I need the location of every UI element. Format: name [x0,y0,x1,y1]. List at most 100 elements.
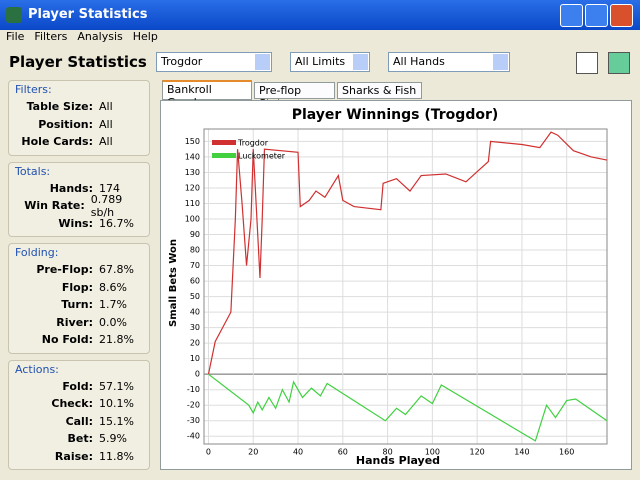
stats-panel: Filters: Table Size: All Position: All Hole C… [8,80,150,156]
x-tick-label: 160 [559,448,574,457]
stat-row: Win Rate: 0.789 sb/h [15,193,143,219]
y-tick-label: -20 [187,401,200,410]
x-axis-label: Hands Played [356,454,440,467]
hands-dropdown[interactable]: All Hands [388,52,510,72]
y-tick-label: 140 [185,152,200,161]
data-line [207,131,608,375]
stat-label: Wins: [58,216,93,230]
y-tick-label: 90 [190,230,200,239]
y-tick-label: 70 [190,261,200,270]
limits-dropdown[interactable]: All Limits [290,52,370,72]
stat-row: No Fold: 21.8% [15,331,143,349]
search-button[interactable] [576,52,598,74]
stat-label: River: [56,315,93,329]
close-button[interactable] [610,4,633,27]
stat-value: 5.9% [99,432,127,446]
y-tick-label: -30 [187,416,200,425]
stat-label: Call: [65,414,93,428]
legend-swatch [212,153,236,158]
stat-value: All [99,117,113,131]
stat-value: 174 [99,181,120,195]
legend-label: Trogdor [237,139,269,148]
stat-row: Raise: 11.8% [15,448,143,466]
stat-value: 10.1% [99,397,134,411]
menu-bar: File Filters Analysis Help [0,30,640,46]
y-tick-label: 130 [185,168,200,177]
stat-row: Turn: 1.7% [15,296,143,314]
stat-row: Hands: 174 [15,180,143,198]
tab[interactable]: Pre-flop Stats [254,82,335,110]
menu-item[interactable]: Filters [34,30,68,43]
panel-title: Filters: [15,83,52,96]
app-icon [6,7,22,23]
stat-row: River: 0.0% [15,314,143,332]
window-title: Player Statistics [28,7,148,22]
minimize-button[interactable] [560,4,583,27]
y-tick-label: 10 [190,354,200,363]
maximize-button[interactable] [585,4,608,27]
stat-label: Hands: [49,181,93,195]
x-tick-label: 140 [514,448,529,457]
stat-value: 57.1% [99,379,134,393]
y-tick-label: -10 [187,385,200,394]
stat-label: Flop: [61,280,93,294]
stat-value: 1.7% [99,298,127,312]
chart-title: Player Winnings (Trogdor) [292,107,499,123]
legend-swatch [212,140,236,145]
data-line [208,373,608,442]
stats-panel: Actions: Fold: 57.1% Check: 10.1% Call: 15.1% B… [8,359,150,470]
stat-row: Flop: 8.6% [15,279,143,297]
y-tick-label: 120 [185,183,200,192]
y-tick-label: 60 [190,277,200,286]
stat-value: 15.1% [99,414,134,428]
y-axis-label: Small Bets Won [168,239,179,327]
title-bar: Player Statistics [0,0,640,30]
y-tick-label: 40 [190,308,200,317]
stats-panel: Folding: Pre-Flop: 67.8% Flop: 8.6% Turn: 1.7%… [8,243,150,354]
stat-label: Turn: [61,298,93,312]
chart: Player Winnings (Trogdor) Hands Played S… [160,100,632,470]
y-tick-label: 110 [185,199,200,208]
x-tick-label: 60 [338,448,348,457]
stat-row: Call: 15.1% [15,413,143,431]
stat-value: 8.6% [99,280,127,294]
menu-item[interactable]: File [6,30,25,43]
y-tick-label: 50 [190,292,200,301]
stat-label: Table Size: [26,100,93,114]
y-tick-label: -40 [187,432,200,441]
stat-label: Pre-Flop: [36,263,93,277]
x-tick-label: 100 [425,448,440,457]
stat-value: 11.8% [99,449,134,463]
stat-row: Wins: 16.7% [15,215,143,233]
x-tick-label: 120 [470,448,485,457]
stats-panel: Totals: Hands: 174 Win Rate: 0.789 sb/h Wins:… [8,161,150,237]
stat-row: Pre-Flop: 67.8% [15,261,143,279]
menu-item[interactable]: Help [132,30,158,43]
x-tick-label: 40 [293,448,303,457]
y-tick-label: 30 [190,323,200,332]
menu-item[interactable]: Analysis [77,30,123,43]
sidebar: Filters: Table Size: All Position: All Hole C… [8,80,150,476]
stat-value: 67.8% [99,263,134,277]
stat-value: All [99,100,113,114]
panel-title: Totals: [15,164,51,178]
stat-label: Hole Cards: [21,135,93,149]
plot-frame [203,128,608,445]
stat-value: 0.0% [99,315,127,329]
x-tick-label: 80 [382,448,392,457]
stat-label: Check: [51,397,93,411]
stat-label: Win Rate: [24,199,85,213]
player-dropdown[interactable]: Trogdor [156,52,272,72]
help-button[interactable] [608,52,630,74]
tab[interactable]: Bankroll Graph [162,80,252,109]
x-tick-label: 0 [206,448,211,457]
x-tick-label: 20 [248,448,258,457]
stat-row: Fold: 57.1% [15,378,143,396]
stat-label: No Fold: [41,333,93,347]
stat-row: Bet: 5.9% [15,430,143,448]
y-tick-label: 80 [190,246,200,255]
panel-title: Actions: [15,362,59,376]
tab[interactable]: Sharks & Fish [337,82,422,99]
y-tick-label: 100 [185,215,200,224]
